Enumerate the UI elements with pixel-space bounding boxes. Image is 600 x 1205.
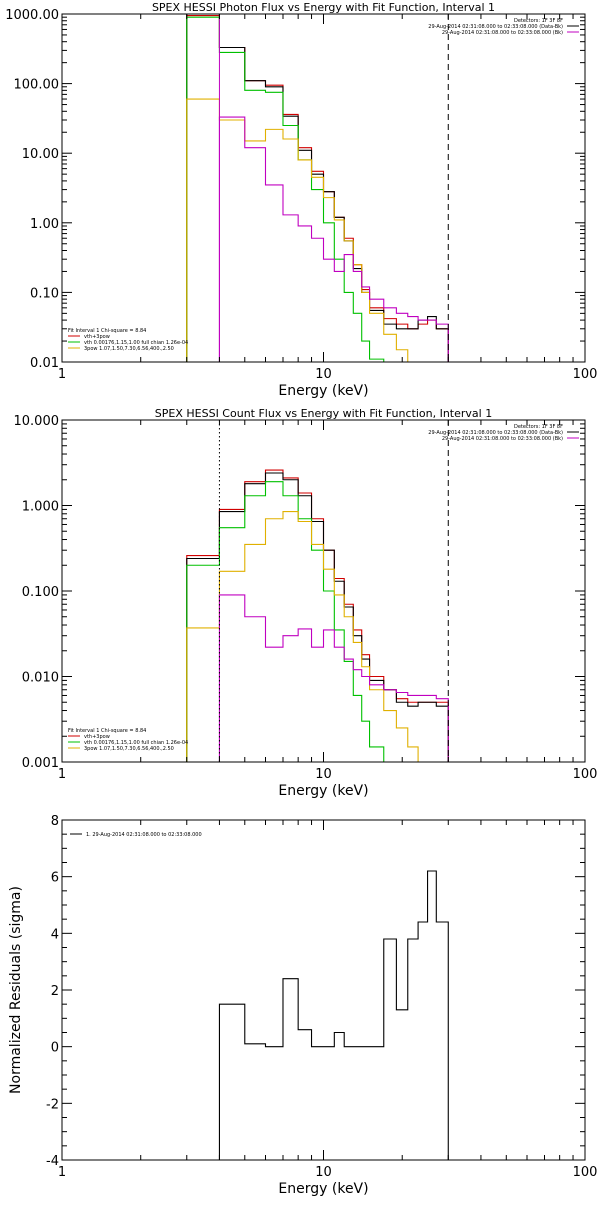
y-tick-label: 2 — [51, 984, 59, 999]
plot-area — [186, 14, 449, 362]
y-tick-label: 0.100 — [22, 585, 59, 600]
x-tick-label: 1 — [58, 1165, 66, 1180]
legend-entry-2: vth 0.00176,1.15,1.00 full chian 1.26e-0… — [84, 740, 188, 746]
legend-entry-3: 3pow 1.07,1.50,7.30,6.56,400.,2.50 — [84, 746, 174, 752]
header-line-3: 29-Aug-2014 02:31:08.000 to 02:33:08.000… — [442, 30, 563, 36]
header-line-2: 29-Aug-2014 02:31:08.000 to 02:33:08.000… — [428, 430, 563, 436]
chart-panel-1: SPEX HESSI Photon Flux vs Energy with Fi… — [5, 1, 597, 399]
series-line-2 — [186, 472, 449, 762]
y-tick-label: 1.00 — [30, 217, 59, 232]
legend-entry-1: vth+3pow — [84, 734, 110, 740]
series-line-1 — [218, 870, 449, 1160]
x-tick-label: 1 — [58, 367, 66, 382]
series-line-4 — [186, 98, 409, 362]
legend-entry-3: 3pow 1.07,1.50,7.30,6.56,400.,2.50 — [84, 346, 174, 352]
legend-entry-2: vth 0.00176,1.15,1.00 full chian 1.26e-0… — [84, 340, 188, 346]
chart-panel-2: SPEX HESSI Count Flux vs Energy with Fit… — [14, 407, 598, 799]
plot-frame — [61, 819, 586, 1161]
x-axis-label: Energy (keV) — [278, 1181, 368, 1197]
y-tick-label: 0.010 — [22, 671, 59, 686]
y-tick-label: 0 — [51, 1041, 59, 1056]
y-axis-label: Normalized Residuals (sigma) — [8, 886, 24, 1094]
y-tick-label: -4 — [46, 1154, 59, 1169]
header-line-1: Detectors: 1F 3F 8F — [514, 18, 563, 24]
x-axis-label: Energy (keV) — [278, 783, 368, 799]
y-tick-label: 1.000 — [22, 500, 59, 515]
legend-entry-0: Fit Interval 1 Chi-square = 8.84 — [68, 328, 146, 334]
y-tick-label: 100.00 — [14, 78, 60, 93]
chart-panel-3: 1 10 100 Energy (keV) -4 -2 0 2 4 6 8 Normalized Re… — [8, 814, 597, 1197]
plot-area — [186, 469, 449, 762]
y-tick-label: 4 — [51, 927, 59, 942]
y-tick-label: -2 — [46, 1097, 59, 1112]
series-line-1 — [186, 469, 449, 762]
series-line-4 — [186, 510, 429, 762]
series-line-5 — [218, 594, 449, 762]
y-tick-label: 0.001 — [22, 756, 59, 771]
x-tick-label: 1 — [58, 767, 66, 782]
chart-title: SPEX HESSI Count Flux vs Energy with Fit… — [155, 407, 492, 420]
series-line-3 — [186, 481, 397, 762]
header-line-1: Detectors: 1F 3F 8F — [514, 424, 563, 430]
x-tick-label: 10 — [315, 1165, 332, 1180]
x-tick-label: 10 — [315, 367, 332, 382]
series-line-5 — [218, 116, 449, 362]
header-line-3: 29-Aug-2014 02:31:08.000 to 02:33:08.000… — [442, 436, 563, 442]
legend-entry-0: Fit Interval 1 Chi-square = 8.84 — [68, 728, 146, 734]
y-tick-label: 8 — [51, 814, 59, 829]
x-tick-label: 100 — [573, 1165, 598, 1180]
series-line-3 — [186, 16, 385, 362]
x-tick-label: 100 — [573, 367, 598, 382]
legend-entry-0: 1. 29-Aug-2014 02:31:08.000 to 02:33:08.… — [86, 832, 202, 838]
legend-entry-1: vth+3pow — [84, 334, 110, 340]
y-tick-label: 10.00 — [22, 147, 59, 162]
y-tick-label: 1000.00 — [5, 8, 59, 23]
x-axis-label: Energy (keV) — [278, 383, 368, 399]
x-tick-label: 100 — [573, 767, 598, 782]
series-line-2 — [186, 14, 449, 362]
y-tick-label: 0.10 — [30, 286, 59, 301]
series-line-1 — [186, 15, 449, 362]
x-tick-label: 10 — [315, 767, 332, 782]
plot-area — [218, 870, 449, 1160]
chart-title: SPEX HESSI Photon Flux vs Energy with Fi… — [152, 1, 495, 14]
y-tick-label: 0.01 — [30, 356, 59, 371]
header-line-2: 29-Aug-2014 02:31:08.000 to 02:33:08.000… — [428, 24, 563, 30]
y-tick-label: 6 — [51, 871, 59, 886]
y-tick-label: 10.000 — [14, 414, 60, 429]
